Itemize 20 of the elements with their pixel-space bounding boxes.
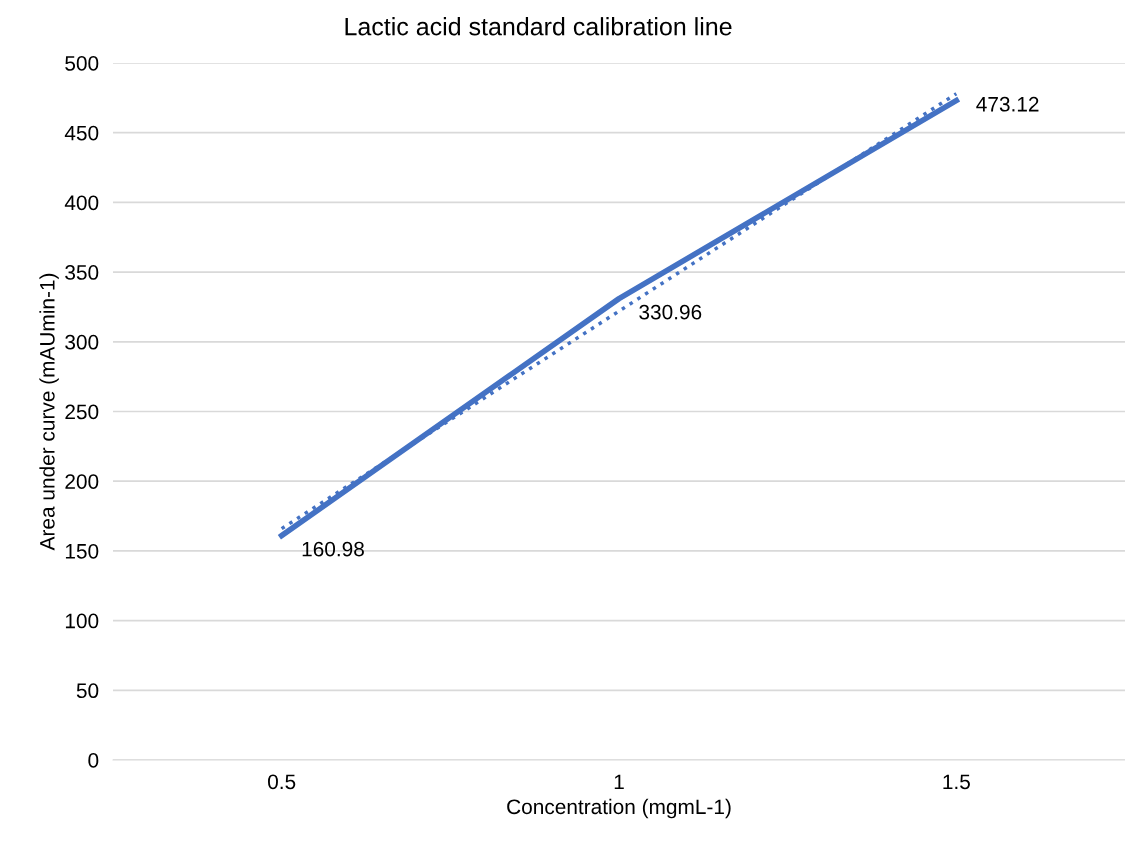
data-label: 330.96 — [639, 304, 702, 320]
y-tick-label: 50 — [76, 683, 99, 699]
chart-title: Lactic acid standard calibration line — [345, 17, 732, 36]
x-tick-label: 1.5 — [943, 774, 970, 790]
y-tick-label: 400 — [64, 195, 99, 211]
y-tick-label: 250 — [65, 404, 99, 420]
y-axis-title: Area under curve (mAUmin-1) — [39, 273, 59, 551]
x-tick-label: 1 — [614, 774, 624, 789]
x-axis-title: Concentration (mgmL-1) — [507, 798, 731, 819]
y-tick-label: 350 — [65, 265, 99, 280]
y-tick-label: 100 — [65, 613, 99, 629]
y-tick-label: 150 — [65, 543, 99, 559]
y-tick-label: 0 — [88, 753, 99, 768]
data-label: 473.12 — [976, 96, 1039, 112]
y-tick-label: 300 — [65, 334, 99, 350]
y-tick-label: 200 — [65, 474, 99, 489]
x-tick-label: 0.5 — [268, 774, 296, 790]
data-label: 160.98 — [302, 541, 364, 557]
y-tick-label: 450 — [64, 125, 99, 141]
y-tick-label: 500 — [65, 56, 99, 71]
